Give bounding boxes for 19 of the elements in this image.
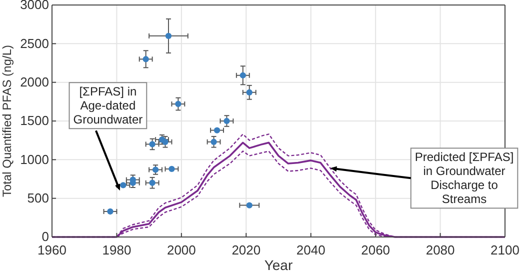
annotation: Predicted [ΣPFAS] in Groundwater Discharge to Streams: [414, 150, 514, 206]
y-tick-label: 3000: [20, 0, 49, 12]
x-axis-title: Year: [264, 257, 293, 273]
y-tick-label: 1500: [20, 113, 49, 128]
x-tick-label: 2020: [232, 242, 261, 258]
x-tick-label: 2000: [166, 242, 196, 258]
y-tick-label: 2000: [20, 74, 49, 90]
x-tick-label: 2060: [361, 242, 390, 258]
x-tick-label: 2100: [490, 242, 520, 258]
x-tick-label: 1980: [102, 242, 132, 258]
y-tick-label: 1000: [20, 152, 49, 167]
annotation: [ΣPFAS] in Age-dated Groundwater: [73, 84, 143, 127]
y-tick-label: 2500: [20, 36, 49, 51]
x-tick-label: 2040: [296, 242, 326, 258]
x-tick-label: 2080: [426, 242, 455, 258]
y-tick-label: 0: [42, 229, 49, 244]
y-tick-label: 500: [27, 190, 49, 206]
y-axis-title: Total Quantified PFAS (ng/L): [0, 44, 14, 198]
x-tick-label: 1960: [38, 242, 66, 258]
